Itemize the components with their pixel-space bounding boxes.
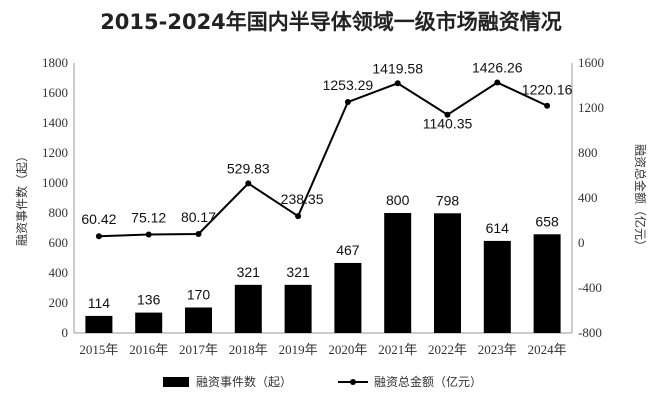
x-tick-label: 2017年 — [179, 342, 218, 357]
y-tick-label: 1400 — [42, 115, 68, 130]
bar — [434, 213, 461, 333]
line-point — [444, 111, 451, 118]
bar-data-label: 321 — [237, 264, 261, 280]
y2-tick-label: 0 — [578, 235, 585, 250]
bar-data-label: 467 — [336, 242, 360, 258]
bar-data-label: 658 — [535, 213, 559, 229]
bar-data-label: 798 — [436, 192, 460, 208]
line-data-label: 529.83 — [227, 160, 270, 176]
y2-tick-label: 800 — [578, 145, 598, 160]
bar-data-label: 800 — [386, 192, 410, 208]
chart-title: 2015-2024年国内半导体领域一级市场融资情况 — [100, 10, 562, 34]
legend-bar-label: 融资事件数（起） — [196, 374, 292, 389]
y2-tick-label: -800 — [578, 325, 602, 340]
y-tick-label: 1600 — [42, 85, 68, 100]
y-tick-label: 1200 — [42, 145, 68, 160]
x-tick-label: 2022年 — [428, 342, 467, 357]
y2-tick-label: 1200 — [578, 100, 604, 115]
line-series — [98, 81, 548, 238]
bar — [483, 240, 511, 333]
bar — [185, 307, 212, 333]
x-tick-label: 2016年 — [129, 342, 168, 357]
y-tick-label: 1000 — [42, 175, 68, 190]
y-tick-label: 0 — [62, 325, 69, 340]
bar — [334, 262, 362, 333]
y-tick-label: 200 — [49, 295, 69, 310]
x-tick-label: 2024年 — [528, 342, 567, 357]
bar — [234, 284, 262, 333]
bar — [384, 213, 412, 333]
y2-tick-label: -400 — [578, 280, 602, 295]
line-data-label: 80.17 — [181, 209, 216, 225]
line-point — [295, 213, 302, 220]
line-data-label: 1140.35 — [423, 116, 473, 132]
bar-data-label: 614 — [486, 220, 510, 236]
x-tick-label: 2021年 — [378, 342, 417, 357]
bar — [85, 315, 113, 333]
line-data-label: 1419.58 — [372, 60, 423, 76]
x-tick-label: 2023年 — [478, 342, 517, 357]
line-point — [95, 233, 102, 240]
line-data-label: 60.42 — [81, 211, 116, 227]
line-data-label: 1253.29 — [323, 77, 374, 93]
y2-tick-label: 1600 — [578, 55, 604, 70]
x-tick-label: 2018年 — [229, 342, 268, 357]
bar — [135, 312, 163, 333]
line-point — [394, 80, 401, 87]
line-point — [344, 99, 351, 106]
y-tick-label: 1800 — [42, 55, 68, 70]
line-point — [245, 180, 252, 187]
line-point — [145, 231, 152, 238]
x-tick-label: 2019年 — [279, 342, 318, 357]
legend-bar-swatch — [163, 377, 189, 387]
x-tick-label: 2015年 — [79, 342, 118, 357]
line-point — [494, 79, 501, 86]
x-tick-label: 2020年 — [328, 342, 367, 357]
legend-line-label: 融资总金额（亿元） — [374, 374, 482, 389]
line-data-label: 1220.16 — [522, 82, 573, 98]
bar — [533, 234, 561, 333]
y-axis-title: 融资事件数（起） — [14, 150, 29, 246]
bar-data-label: 170 — [187, 287, 211, 303]
bar-data-label: 321 — [286, 264, 310, 280]
bar-data-label: 114 — [88, 295, 111, 311]
y-tick-label: 400 — [49, 265, 69, 280]
y-tick-label: 800 — [49, 205, 69, 220]
bar-data-label: 136 — [137, 292, 161, 308]
line-data-label: 238.35 — [281, 191, 324, 207]
line-point — [195, 230, 202, 237]
y2-tick-label: 400 — [578, 190, 598, 205]
y-tick-label: 600 — [49, 235, 69, 250]
line-point — [544, 102, 551, 109]
y2-axis-title: 融资总金额（亿元） — [633, 144, 648, 252]
bar — [284, 284, 312, 333]
line-data-label: 75.12 — [131, 210, 166, 226]
legend-line-marker — [350, 379, 356, 385]
line-data-label: 1426.26 — [472, 60, 523, 76]
